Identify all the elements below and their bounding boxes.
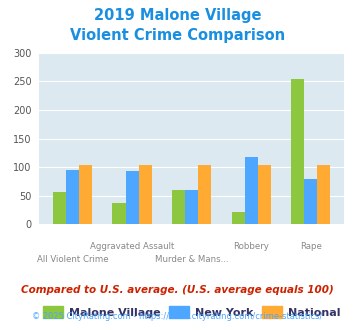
Bar	[172, 190, 185, 224]
Text: Murder & Mans...: Murder & Mans...	[155, 255, 229, 264]
Bar	[245, 157, 258, 224]
Bar	[113, 203, 126, 224]
Bar	[53, 192, 66, 224]
Text: Rape: Rape	[300, 242, 322, 250]
Bar	[198, 165, 211, 224]
Bar	[258, 165, 271, 224]
Bar	[139, 165, 152, 224]
Bar	[79, 165, 92, 224]
Text: 2019 Malone Village: 2019 Malone Village	[94, 8, 261, 23]
Legend: Malone Village, New York, National: Malone Village, New York, National	[39, 302, 345, 322]
Bar	[304, 179, 317, 224]
Bar	[291, 79, 304, 224]
Text: Aggravated Assault: Aggravated Assault	[90, 242, 174, 250]
Text: Compared to U.S. average. (U.S. average equals 100): Compared to U.S. average. (U.S. average …	[21, 285, 334, 295]
Text: All Violent Crime: All Violent Crime	[37, 255, 108, 264]
Bar	[126, 171, 139, 224]
Bar	[185, 190, 198, 224]
Text: Violent Crime Comparison: Violent Crime Comparison	[70, 28, 285, 43]
Text: © 2025 CityRating.com - https://www.cityrating.com/crime-statistics/: © 2025 CityRating.com - https://www.city…	[32, 312, 323, 321]
Text: Robbery: Robbery	[233, 242, 269, 250]
Bar	[231, 212, 245, 224]
Bar	[317, 165, 331, 224]
Bar	[66, 170, 79, 224]
